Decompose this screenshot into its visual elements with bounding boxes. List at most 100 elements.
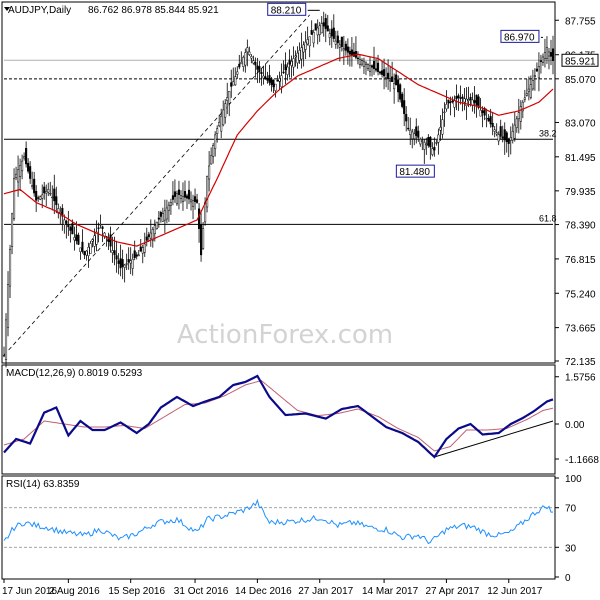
candle-body — [125, 263, 128, 265]
candle-body — [330, 28, 333, 37]
candle-body — [103, 232, 106, 237]
candle-body — [45, 190, 48, 194]
candle-body — [519, 106, 522, 122]
candle-body — [288, 59, 291, 65]
candle-body — [459, 97, 462, 99]
candle-body — [183, 191, 187, 198]
candle-body — [381, 70, 384, 75]
candle-body — [123, 264, 126, 268]
macd-trendline — [434, 420, 554, 458]
candle-body — [187, 189, 191, 200]
candle-body — [256, 65, 259, 70]
candle-body — [338, 44, 341, 48]
candle-body — [280, 75, 283, 88]
candle-body — [95, 231, 98, 245]
candle-body — [447, 99, 450, 104]
candle-body — [549, 52, 553, 57]
candle-body — [143, 243, 146, 253]
x-tick-label: 31 Oct 2016 — [174, 586, 229, 597]
rsi-tick-label: 0 — [565, 573, 571, 584]
candle-body — [67, 223, 70, 228]
candle-body — [264, 76, 267, 79]
price-tick-label: 81.495 — [565, 153, 596, 164]
candle-body — [505, 132, 508, 143]
candle-body — [37, 197, 40, 199]
candle-body — [322, 22, 325, 27]
candle-body — [153, 225, 156, 235]
candle-body — [179, 195, 183, 199]
candle-body — [10, 213, 14, 247]
rsi-line — [3, 498, 553, 545]
candle-body — [137, 254, 140, 257]
candle-body — [39, 196, 42, 200]
candle-body — [167, 204, 170, 211]
candle-body — [405, 114, 408, 122]
candle-body — [451, 100, 454, 103]
candle-body — [523, 97, 526, 100]
candle-body — [29, 166, 32, 179]
candle-body — [431, 148, 434, 155]
candle-body — [238, 63, 241, 68]
candle-body — [270, 78, 273, 85]
candle-body — [314, 23, 317, 31]
candle-body — [525, 93, 528, 96]
candle-body — [248, 51, 251, 56]
candle-body — [193, 196, 197, 202]
candle-body — [171, 195, 174, 200]
x-tick-label: 2 Aug 2016 — [49, 586, 100, 597]
candle-body — [391, 76, 394, 83]
candle-body — [346, 46, 349, 53]
candle-body — [366, 64, 370, 69]
candle-body — [306, 39, 309, 45]
current-price-label: 85.921 — [565, 56, 596, 67]
candle-body — [85, 250, 88, 256]
candle-body — [278, 78, 281, 82]
candle-body — [326, 25, 329, 32]
candle-body — [527, 88, 530, 92]
candle-body — [159, 212, 162, 217]
candle-body — [551, 48, 555, 61]
candle-body — [352, 51, 355, 57]
candle-body — [413, 133, 416, 139]
candle-body — [425, 143, 428, 146]
price-tick-label: 72.135 — [565, 357, 596, 368]
candle-body — [302, 44, 305, 53]
candle-body — [250, 56, 253, 59]
macd-panel-frame — [1, 364, 556, 475]
candle-body — [320, 23, 323, 34]
candle-body — [41, 194, 44, 199]
candle-body — [368, 65, 372, 72]
candle-body — [230, 82, 233, 87]
candle-body — [517, 112, 520, 119]
candle-body — [135, 254, 138, 257]
candle-body — [220, 115, 223, 132]
candle-body — [356, 57, 359, 60]
candle-body — [246, 47, 249, 53]
price-tick-label: 83.070 — [565, 118, 596, 129]
candle-body — [372, 61, 376, 69]
candle-body — [493, 129, 496, 132]
candle-body — [463, 98, 466, 103]
price-tick-label: 73.665 — [565, 324, 596, 335]
candle-body — [465, 98, 468, 106]
candle-body — [216, 128, 219, 134]
candle-body — [79, 247, 82, 252]
candle-body — [33, 178, 36, 194]
candle-body — [185, 195, 189, 199]
candle-body — [258, 66, 261, 72]
candle-body — [423, 142, 426, 150]
candle-body — [131, 258, 134, 269]
price-tick-label: 78.390 — [565, 221, 596, 232]
candle-body — [350, 49, 353, 56]
macd-label: MACD(12,26,9) 0.8019 0.5293 — [6, 368, 143, 379]
candle-body — [531, 80, 534, 90]
candle-body — [141, 247, 144, 254]
candle-body — [65, 220, 68, 224]
candle-body — [393, 83, 396, 90]
candle-body — [254, 61, 257, 66]
candle-body — [374, 68, 378, 71]
candle-body — [234, 76, 237, 86]
macd-signal-line — [3, 379, 554, 452]
candle-body — [411, 131, 414, 140]
candle-body — [449, 101, 452, 103]
